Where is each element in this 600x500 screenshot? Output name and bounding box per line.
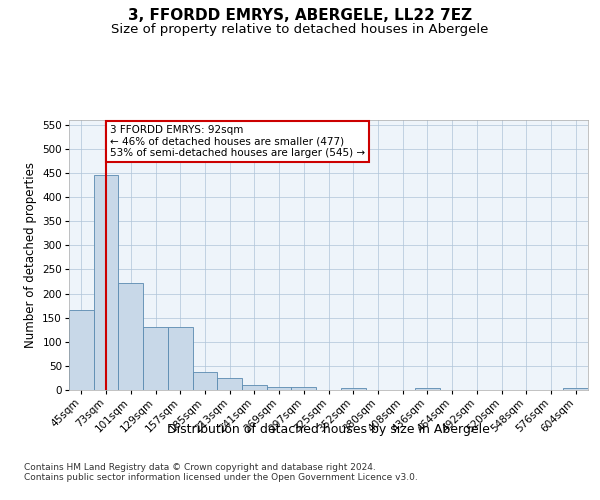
Bar <box>217 378 242 390</box>
Bar <box>563 388 588 390</box>
Bar <box>143 328 168 390</box>
Text: 3, FFORDD EMRYS, ABERGELE, LL22 7EZ: 3, FFORDD EMRYS, ABERGELE, LL22 7EZ <box>128 8 472 22</box>
Text: 3 FFORDD EMRYS: 92sqm
← 46% of detached houses are smaller (477)
53% of semi-det: 3 FFORDD EMRYS: 92sqm ← 46% of detached … <box>110 125 365 158</box>
Bar <box>292 387 316 390</box>
Bar <box>168 328 193 390</box>
Bar <box>94 176 118 390</box>
Bar <box>341 388 365 390</box>
Bar <box>267 387 292 390</box>
Text: Size of property relative to detached houses in Abergele: Size of property relative to detached ho… <box>112 22 488 36</box>
Text: Contains HM Land Registry data © Crown copyright and database right 2024.
Contai: Contains HM Land Registry data © Crown c… <box>24 462 418 482</box>
Bar <box>415 388 440 390</box>
Y-axis label: Number of detached properties: Number of detached properties <box>24 162 37 348</box>
Bar <box>69 310 94 390</box>
Bar <box>242 384 267 390</box>
Bar <box>193 372 217 390</box>
Bar <box>118 283 143 390</box>
Text: Distribution of detached houses by size in Abergele: Distribution of detached houses by size … <box>167 422 490 436</box>
